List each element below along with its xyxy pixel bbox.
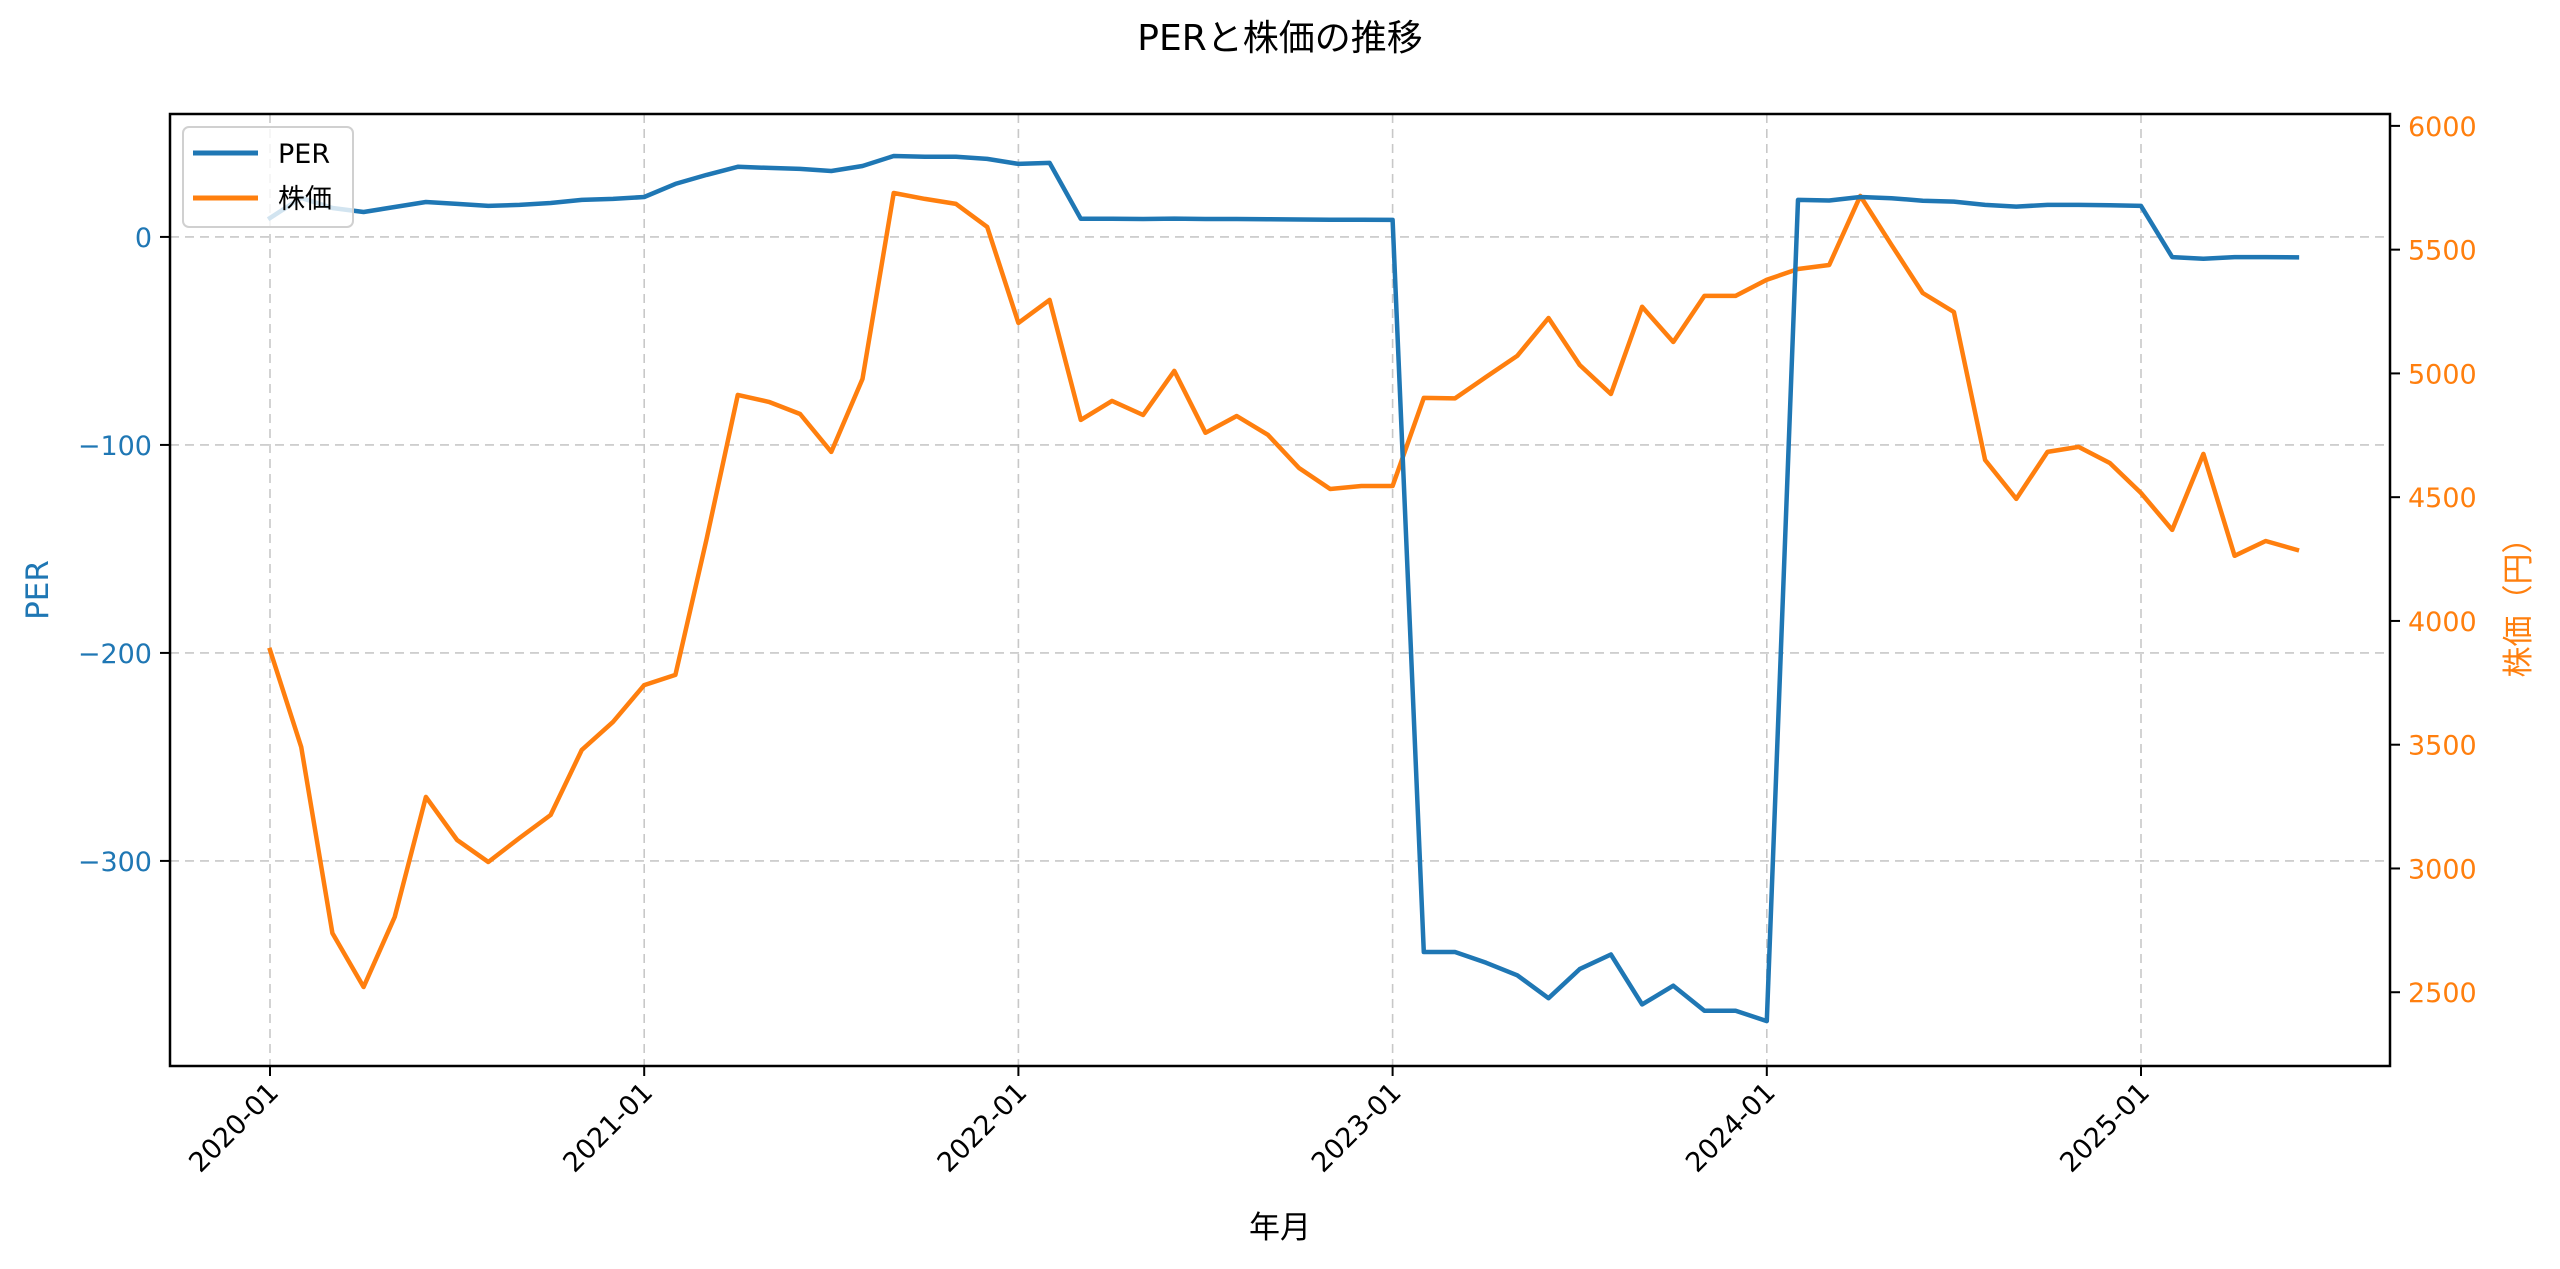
price-line [267, 190, 2300, 990]
series-per-line [266, 153, 2300, 1024]
y-right-tick-label: 6000 [2408, 112, 2477, 143]
x-tick-label: 2021-01 [557, 1077, 659, 1179]
legend-label-price: 株価 [278, 184, 332, 215]
y-axis-left-label: PER [20, 560, 56, 620]
x-axis-label: 年月 [1249, 1210, 1311, 1246]
y-left-tick-label: −200 [78, 639, 152, 670]
series-price-line [267, 190, 2300, 990]
y-left-tick-label: 0 [135, 223, 152, 254]
x-tick-label: 2025-01 [2054, 1077, 2156, 1179]
y-axis-right-label: 株価（円） [2501, 523, 2537, 678]
y-right-tick-label: 5000 [2408, 359, 2477, 390]
chart-title: PERと株価の推移 [1137, 18, 1422, 59]
y-right-tick-label: 3500 [2408, 731, 2477, 762]
legend-label-per: PER [278, 139, 330, 170]
x-tick-label: 2020-01 [183, 1077, 285, 1179]
y-right-tick-label: 4000 [2408, 607, 2477, 638]
y-right-tick-label: 2500 [2408, 978, 2477, 1009]
axes-frame [168, 112, 2392, 1068]
y-axis-right-ticks: 2500 3000 3500 4000 4500 5000 5500 6000 [2390, 112, 2477, 1009]
grid-lines [170, 114, 2390, 1066]
y-left-tick-label: −300 [78, 847, 152, 878]
x-tick-label: 2024-01 [1680, 1077, 1782, 1179]
y-right-tick-label: 3000 [2408, 854, 2477, 885]
x-tick-label: 2022-01 [932, 1077, 1034, 1179]
x-axis-ticks: 2020-01 2021-01 2022-01 2023-01 2024-01 2025-… [183, 1066, 2156, 1179]
y-right-tick-label: 5500 [2408, 236, 2477, 267]
y-left-tick-label: −100 [78, 431, 152, 462]
x-tick-label: 2023-01 [1306, 1077, 1408, 1179]
y-axis-left-ticks: 0 −100 −200 −300 [78, 223, 170, 878]
per-line [266, 153, 2300, 1024]
y-right-tick-label: 4500 [2408, 483, 2477, 514]
legend: PER 株価 [182, 126, 354, 228]
